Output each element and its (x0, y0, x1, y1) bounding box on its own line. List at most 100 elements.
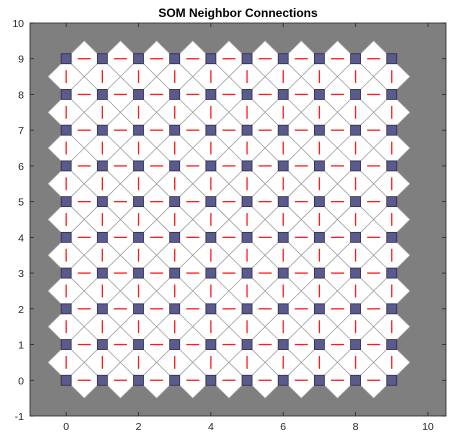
diagonal-link (283, 58, 320, 95)
diagonal-link (65, 94, 103, 131)
neuron-marker (277, 303, 289, 315)
neuron-marker (241, 160, 253, 172)
diagonal-link (210, 237, 248, 274)
diagonal-link (246, 201, 284, 238)
neuron-marker (60, 374, 72, 386)
diagonal-link (138, 201, 175, 238)
neuron-marker (169, 160, 181, 172)
neuron-marker (241, 339, 253, 350)
neuron-marker (96, 124, 108, 136)
diagonal-link (174, 94, 212, 131)
neuron-marker (277, 339, 289, 350)
y-axis: -1 0 1 2 3 4 5 6 7 8 9 10 (12, 18, 446, 423)
neuron-marker (205, 303, 217, 315)
diagonal-link (102, 58, 139, 95)
plot-area (30, 23, 446, 416)
neuron-marker (60, 160, 72, 172)
neuron-marker (350, 53, 361, 65)
diagonal-link (102, 308, 139, 345)
y-tick-label: 3 (18, 268, 24, 280)
neuron-marker (60, 196, 72, 208)
x-tick-label: 10 (422, 421, 434, 433)
neuron-marker (386, 160, 398, 172)
neuron-marker (169, 374, 181, 386)
diagonal-link (246, 94, 284, 131)
diagonal-link (174, 237, 212, 274)
neuron-marker (96, 53, 108, 65)
neuron-marker (169, 303, 181, 315)
neuron-marker (241, 89, 253, 100)
diagonal-link (138, 344, 175, 381)
diagonal-link (65, 129, 103, 167)
neuron-marker (205, 53, 217, 65)
diagonal-link (102, 272, 139, 310)
neuron-marker (350, 374, 361, 386)
diagonal-link (246, 272, 284, 310)
neuron-marker (60, 339, 72, 350)
neuron-marker (386, 339, 398, 350)
neuron-marker (133, 124, 144, 136)
neuron-marker (133, 196, 144, 208)
neuron-marker (350, 303, 361, 315)
neuron-marker (169, 231, 181, 243)
diagonal-link (210, 272, 248, 310)
diagonal-link (246, 237, 284, 274)
diagonal-link (174, 308, 212, 345)
diagonal-link (283, 165, 320, 202)
diagonal-link (319, 201, 356, 238)
neuron-marker (96, 231, 108, 243)
x-tick-label: 6 (280, 421, 286, 433)
neuron-marker (133, 89, 144, 100)
diagonal-link (138, 94, 175, 131)
neuron-marker (133, 231, 144, 243)
neuron-marker (241, 53, 253, 65)
diagonal-link (65, 272, 103, 310)
diagonal-link (65, 58, 103, 95)
axes-border (29, 22, 447, 417)
neuron-marker (205, 160, 217, 172)
y-tick-label: 10 (12, 18, 24, 30)
diagonal-link (283, 94, 320, 131)
neuron-marker (205, 339, 217, 350)
neuron-marker (350, 89, 361, 100)
diagonal-link (355, 165, 392, 202)
neuron-marker (277, 231, 289, 243)
diagonal-link (283, 201, 320, 238)
x-tick-label: 8 (353, 421, 359, 433)
diagonal-link (210, 58, 248, 95)
diagonal-links (65, 58, 392, 381)
neuron-marker (277, 267, 289, 279)
y-tick-label: 7 (18, 125, 24, 137)
neuron-marker (241, 267, 253, 279)
chart-title: SOM Neighbor Connections (158, 6, 318, 20)
neuron-marker (313, 339, 325, 350)
diagonal-link (246, 344, 284, 381)
neuron-marker (350, 339, 361, 350)
diagonal-link (102, 94, 139, 131)
diagonal-link (283, 237, 320, 274)
y-tick-label: 8 (18, 89, 24, 101)
diagonal-link (246, 58, 284, 95)
y-tick-label: 1 (18, 340, 24, 352)
neuron-marker (350, 124, 361, 136)
neuron-marker (96, 89, 108, 100)
neuron-marker (313, 196, 325, 208)
neuron-marker (169, 89, 181, 100)
diagonal-link (102, 344, 139, 381)
y-tick-label: 6 (18, 161, 24, 173)
diagonal-link (210, 344, 248, 381)
x-axis: 0 2 4 6 8 10 (63, 23, 434, 433)
neuron-marker (241, 374, 253, 386)
diagonal-link (355, 272, 392, 310)
neuron-marker (313, 231, 325, 243)
neuron-marker (277, 124, 289, 136)
neuron-marker (277, 374, 289, 386)
diagonal-link (246, 129, 284, 167)
neuron-marker (313, 267, 325, 279)
diagonal-link (355, 344, 392, 381)
diagonal-link (246, 308, 284, 345)
neuron-marker (350, 267, 361, 279)
diagonal-link (174, 272, 212, 310)
neuron-marker (277, 53, 289, 65)
neuron-marker (313, 53, 325, 65)
